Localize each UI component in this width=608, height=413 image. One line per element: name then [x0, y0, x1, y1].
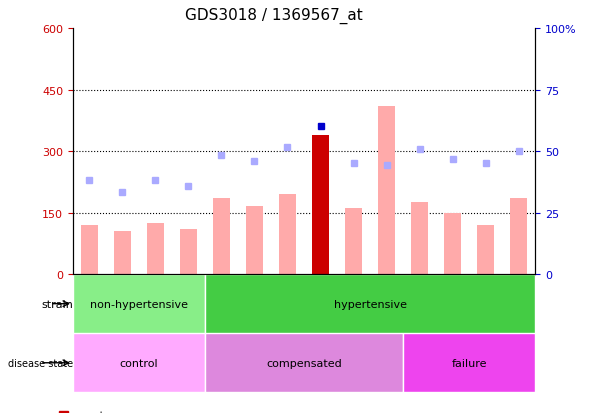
Bar [411, 203, 428, 275]
Bar [246, 207, 263, 275]
Text: compensated: compensated [266, 358, 342, 368]
FancyBboxPatch shape [73, 275, 205, 333]
Bar [477, 225, 494, 275]
Bar [147, 223, 164, 275]
FancyBboxPatch shape [205, 275, 535, 333]
Bar [114, 232, 131, 275]
Bar [313, 135, 329, 275]
Bar [213, 199, 230, 275]
Bar [378, 107, 395, 275]
Bar [444, 213, 461, 275]
Text: strain: strain [41, 299, 73, 309]
Legend: count, percentile rank within the sample, value, Detection Call = ABSENT, rank, : count, percentile rank within the sample… [55, 406, 245, 413]
Bar [279, 195, 295, 275]
Text: non-hypertensive: non-hypertensive [90, 299, 188, 309]
Text: disease state: disease state [8, 358, 73, 368]
FancyBboxPatch shape [205, 333, 403, 392]
Bar [345, 209, 362, 275]
Bar [510, 199, 527, 275]
Text: failure: failure [451, 358, 487, 368]
FancyBboxPatch shape [403, 333, 535, 392]
Text: control: control [120, 358, 158, 368]
Text: GDS3018 / 1369567_at: GDS3018 / 1369567_at [185, 8, 362, 24]
FancyBboxPatch shape [73, 333, 205, 392]
Bar [81, 225, 98, 275]
Bar [180, 230, 197, 275]
Text: hypertensive: hypertensive [334, 299, 407, 309]
